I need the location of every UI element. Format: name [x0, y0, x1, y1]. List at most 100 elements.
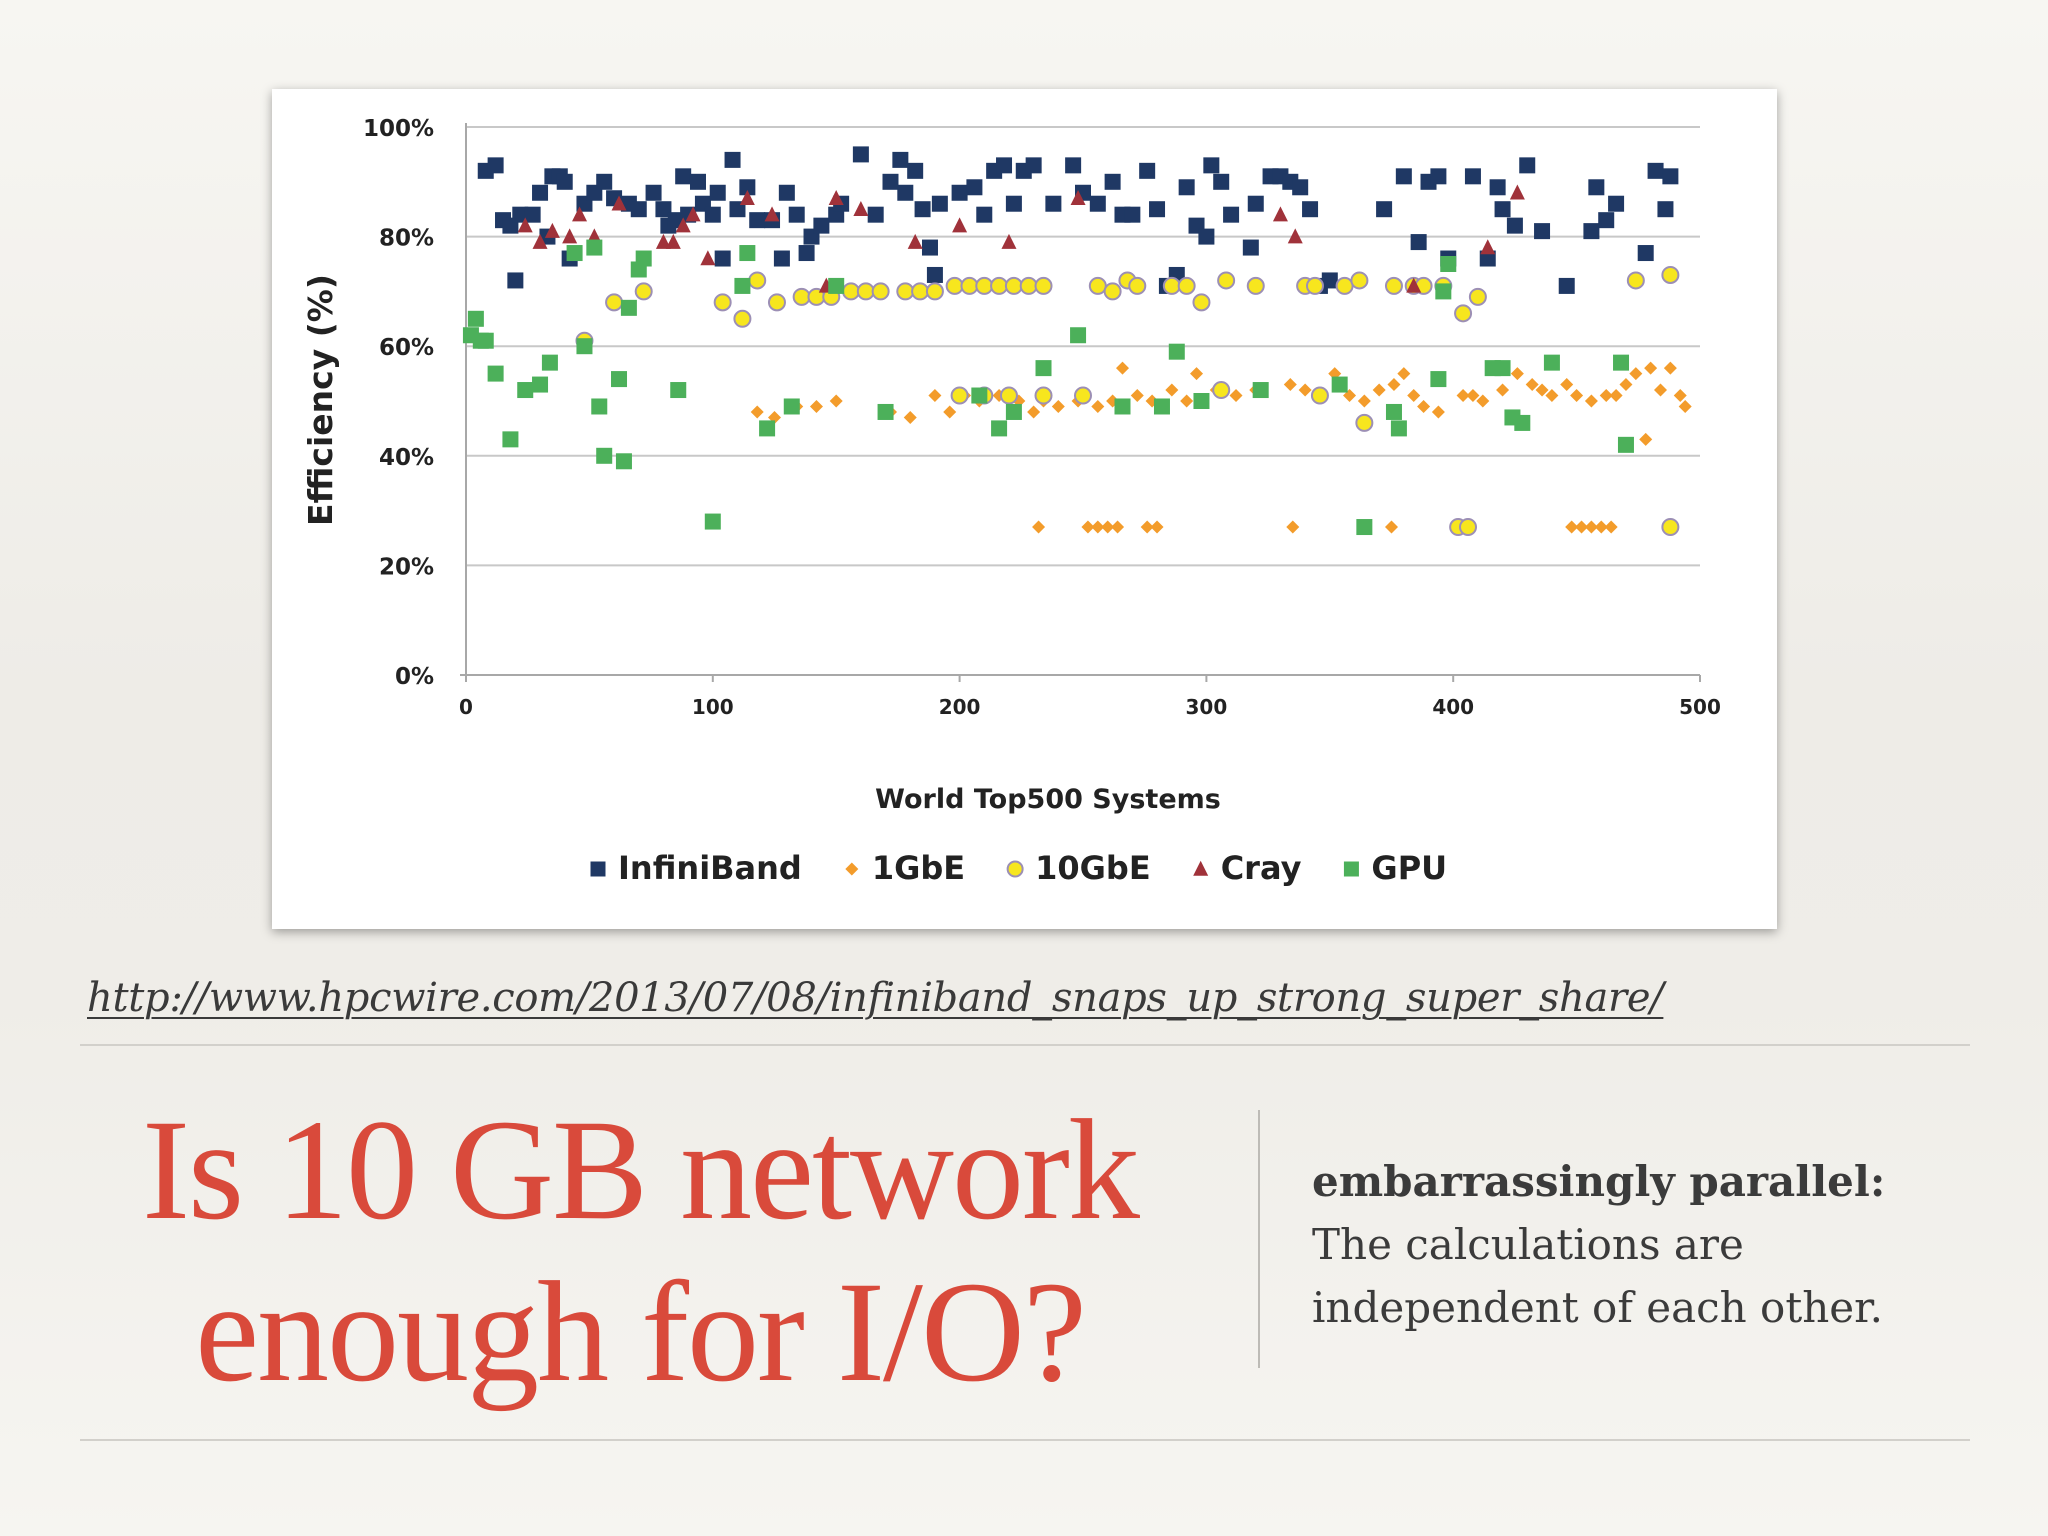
point-infiniband: [739, 179, 756, 196]
point-gpu: [1252, 382, 1269, 399]
point-infiniband: [556, 173, 573, 190]
point-infiniband: [1124, 206, 1141, 223]
note-description: The calculations are independent of each…: [1312, 1220, 1883, 1332]
legend-label-gpu: GPU: [1371, 849, 1447, 887]
point-1gbe: [1286, 520, 1300, 534]
point-infiniband: [1065, 157, 1082, 174]
point-1gbe: [1565, 520, 1579, 534]
point-infiniband: [1213, 173, 1230, 190]
point-gpu: [487, 365, 504, 382]
legend-label-1gbe: 1GbE: [872, 849, 965, 887]
point-gpu: [1494, 360, 1511, 377]
point-gpu: [517, 382, 534, 399]
point-infiniband: [1608, 195, 1625, 212]
point-1gbe: [1609, 389, 1623, 403]
point-infiniband: [1662, 168, 1679, 185]
point-infiniband: [1395, 168, 1412, 185]
legend-label-infiniband: InfiniBand: [618, 849, 802, 887]
point-1gbe: [1115, 361, 1129, 375]
point-infiniband: [892, 151, 909, 168]
point-10gbe: [1468, 287, 1487, 306]
point-infiniband: [1464, 168, 1481, 185]
point-gpu: [783, 398, 800, 415]
point-1gbe: [1111, 520, 1125, 534]
point-1gbe: [928, 389, 942, 403]
point-10gbe: [1128, 276, 1147, 295]
point-1gbe: [1496, 383, 1510, 397]
source-link[interactable]: http://www.hpcwire.com/2013/07/08/infini…: [87, 975, 1664, 1021]
point-cray: [685, 206, 701, 222]
point-10gbe: [634, 282, 653, 301]
point-1gbe: [1456, 389, 1470, 403]
point-gpu: [1070, 327, 1087, 344]
point-10gbe: [1088, 276, 1107, 295]
point-gpu: [739, 245, 756, 262]
point-1gbe: [1545, 389, 1559, 403]
point-infiniband: [813, 217, 830, 234]
point-1gbe: [1639, 432, 1653, 446]
point-10gbe: [1162, 276, 1181, 295]
point-infiniband: [1534, 223, 1551, 240]
point-1gbe: [1372, 383, 1386, 397]
point-gpu: [877, 403, 894, 420]
point-cray: [1272, 206, 1288, 222]
point-infiniband: [1321, 272, 1338, 289]
vertical-divider: [1258, 1110, 1260, 1368]
point-infiniband: [914, 201, 931, 218]
note-term: embarrassingly parallel:: [1312, 1157, 1886, 1206]
point-gpu: [532, 376, 549, 393]
point-1gbe: [1575, 520, 1589, 534]
point-gpu: [635, 250, 652, 267]
point-gpu: [1435, 283, 1452, 300]
point-1gbe: [1431, 405, 1445, 419]
point-gpu: [991, 420, 1008, 437]
point-infiniband: [487, 157, 504, 174]
point-10gbe: [1217, 271, 1236, 290]
point-gpu: [1385, 403, 1402, 420]
point-gpu: [1114, 398, 1131, 415]
point-infiniband: [976, 206, 993, 223]
point-gpu: [1356, 519, 1373, 536]
point-infiniband: [1410, 234, 1427, 251]
point-infiniband: [1139, 162, 1156, 179]
x-axis-title: World Top500 Systems: [875, 784, 1221, 815]
point-10gbe: [999, 386, 1018, 405]
point-10gbe: [896, 282, 915, 301]
point-gpu: [615, 453, 632, 470]
point-1gbe: [1091, 399, 1105, 413]
point-infiniband: [667, 212, 684, 229]
point-1gbe: [1584, 394, 1598, 408]
headline: Is 10 GB network enough for I/O?: [100, 1090, 1180, 1414]
point-10gbe: [748, 271, 767, 290]
point-1gbe: [1180, 394, 1194, 408]
point-10gbe: [767, 293, 786, 312]
point-10gbe: [1019, 276, 1038, 295]
point-infiniband: [1489, 179, 1506, 196]
point-infiniband: [689, 173, 706, 190]
point-1gbe: [1229, 389, 1243, 403]
point-infiniband: [524, 206, 541, 223]
point-gpu: [591, 398, 608, 415]
point-1gbe: [1027, 405, 1041, 419]
point-1gbe: [1599, 389, 1613, 403]
point-1gbe: [1525, 378, 1539, 392]
point-gpu: [477, 332, 494, 349]
point-gpu: [502, 431, 519, 448]
point-10gbe: [925, 282, 944, 301]
point-infiniband: [798, 245, 815, 262]
y-axis-title: Efficiency (%): [301, 274, 340, 526]
point-10gbe: [945, 276, 964, 295]
point-1gbe: [1535, 383, 1549, 397]
x-tick-label: 100: [692, 695, 734, 719]
point-10gbe: [1335, 276, 1354, 295]
point-infiniband: [1247, 195, 1264, 212]
point-cray: [1406, 277, 1422, 293]
point-1gbe: [943, 405, 957, 419]
point-infiniband: [1198, 228, 1215, 245]
point-10gbe: [1034, 386, 1053, 405]
y-tick-label: 60%: [379, 335, 434, 361]
point-infiniband: [1005, 195, 1022, 212]
point-infiniband: [655, 201, 672, 218]
point-10gbe: [990, 276, 1009, 295]
x-tick-label: 500: [1679, 695, 1721, 719]
